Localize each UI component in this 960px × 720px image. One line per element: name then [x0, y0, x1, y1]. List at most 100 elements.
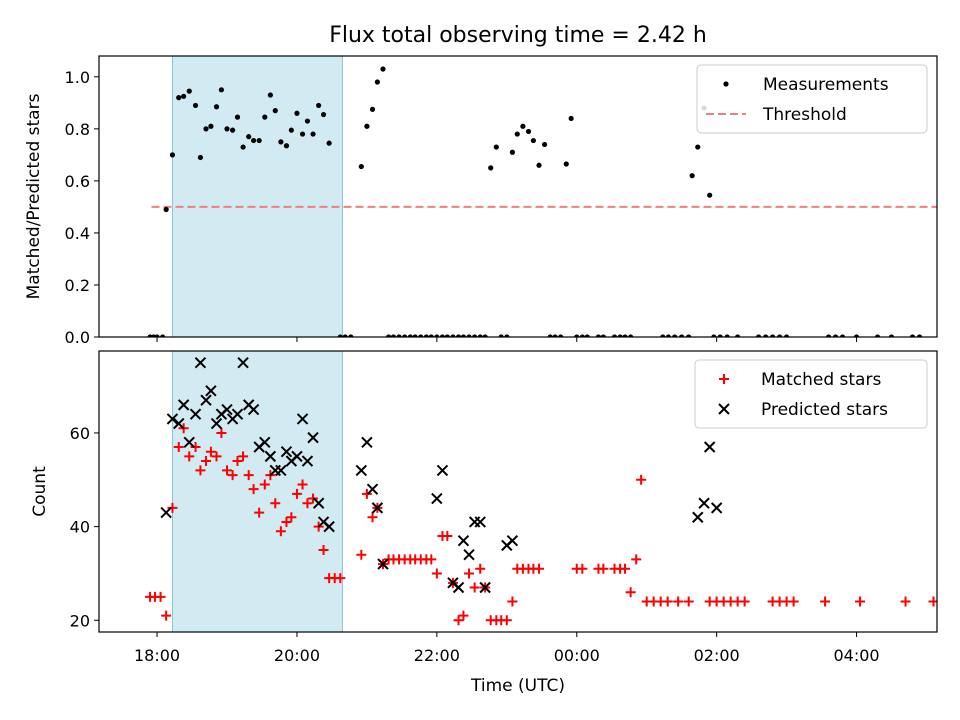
measurement-point — [574, 334, 580, 337]
matched-star-point — [248, 484, 259, 495]
y-axis-label: Count — [30, 466, 50, 517]
matched-star-point — [673, 596, 684, 607]
matched-star-point — [216, 427, 227, 438]
measurement-point — [374, 79, 381, 85]
measurement-point — [326, 140, 332, 146]
legend-entry-label: Measurements — [763, 75, 889, 95]
matched-star-point — [184, 451, 195, 462]
matched-star-point — [367, 512, 378, 523]
measurement-point — [369, 106, 376, 112]
predicted-star-point — [183, 436, 195, 449]
measurement-point — [192, 102, 199, 109]
measurement-point — [509, 149, 516, 155]
matched-star-point — [243, 470, 254, 481]
plot-area — [147, 56, 937, 337]
measurement-point — [320, 111, 327, 118]
matched-star-point — [625, 587, 636, 598]
measurement-point — [839, 334, 846, 337]
measurement-point — [434, 334, 440, 337]
measurement-point — [385, 334, 392, 337]
bottom-panel: 20 40 60 18:00 20:00 22:00 00:00 02:00 04:00 Coun… — [30, 350, 938, 665]
measurement-point — [267, 92, 273, 98]
measurement-point — [552, 334, 558, 337]
measurement-point — [283, 143, 290, 149]
matched-star-point — [464, 568, 475, 579]
y-axis-label: Matched/Predicted stars — [24, 93, 44, 299]
figure-title: Flux total observing time = 2.42 h — [329, 23, 707, 48]
measurement-point — [832, 334, 839, 337]
measurement-point — [230, 127, 236, 133]
matched-star-point — [281, 516, 292, 527]
matched-star-point — [259, 479, 270, 490]
matched-star-point — [855, 596, 866, 607]
predicted-star-point — [231, 408, 244, 420]
predicted-star-point — [377, 558, 389, 570]
measurement-point — [689, 173, 695, 179]
legend-matched-marker — [719, 374, 729, 384]
y-tick-label: 0.0 — [65, 328, 90, 347]
measurement-point — [504, 334, 510, 337]
matched-star-point — [195, 465, 206, 476]
matched-star-point — [426, 554, 437, 565]
matched-star-point — [820, 596, 831, 607]
predicted-star-point — [361, 436, 373, 449]
measurement-point — [208, 123, 214, 129]
x-tick-label: 04:00 — [834, 646, 880, 665]
measurement-point — [498, 334, 504, 337]
measurement-point — [390, 334, 397, 337]
predicted-star-point — [703, 441, 716, 453]
measurement-point — [825, 334, 832, 337]
matched-star-point — [356, 549, 367, 560]
measurement-point — [396, 334, 402, 337]
measurement-point — [665, 334, 671, 337]
measurement-point — [224, 126, 230, 132]
matched-star-point — [335, 573, 346, 584]
measurement-point — [460, 334, 467, 337]
matched-star-point — [205, 446, 216, 457]
predicted-star-point — [312, 497, 325, 509]
matched-star-point — [155, 591, 166, 602]
measurement-point — [563, 161, 569, 167]
measurement-point — [186, 88, 192, 94]
measurement-point — [466, 334, 472, 337]
matched-star-point — [620, 563, 631, 574]
predicted-star-point — [710, 502, 723, 514]
matched-star-point — [270, 498, 281, 509]
legend-box — [696, 64, 928, 134]
predicted-star-point — [452, 581, 465, 594]
measurement-point — [358, 163, 364, 170]
measurement-point — [784, 334, 790, 337]
matched-star-point — [469, 582, 480, 593]
predicted-star-point — [194, 357, 207, 369]
measurement-point — [909, 334, 916, 337]
x-tick-label: 00:00 — [554, 646, 600, 665]
measurement-point — [246, 134, 252, 140]
measurement-point — [439, 334, 446, 337]
measurement-point — [304, 118, 311, 124]
matched-star-point — [577, 563, 588, 574]
measurement-point — [756, 334, 762, 337]
matched-star-point — [211, 451, 222, 462]
measurement-point — [455, 334, 462, 337]
measurement-point — [724, 334, 730, 337]
measurement-point — [763, 334, 769, 337]
measurement-point — [695, 144, 701, 150]
matched-star-point — [453, 615, 464, 626]
measurement-point — [316, 102, 322, 109]
matched-star-point — [232, 456, 243, 467]
y-tick-label: 0.4 — [65, 224, 90, 243]
observing-span — [171, 351, 343, 632]
measurement-point — [617, 334, 623, 337]
matched-star-point — [501, 615, 512, 626]
measurement-point — [337, 334, 343, 337]
legend-entry-label: Threshold — [762, 105, 847, 125]
measurement-point — [272, 108, 278, 114]
measurement-point — [874, 334, 881, 337]
measurement-point — [250, 137, 257, 144]
measurement-point — [407, 334, 413, 337]
top-panel: 0.0 0.2 0.4 0.6 0.8 1.0 Matched/Predicted star… — [24, 55, 938, 347]
y-tick-label: 60 — [70, 424, 90, 443]
measurement-point — [536, 162, 542, 168]
matched-star-point — [507, 596, 518, 607]
matched-star-point — [254, 507, 265, 518]
